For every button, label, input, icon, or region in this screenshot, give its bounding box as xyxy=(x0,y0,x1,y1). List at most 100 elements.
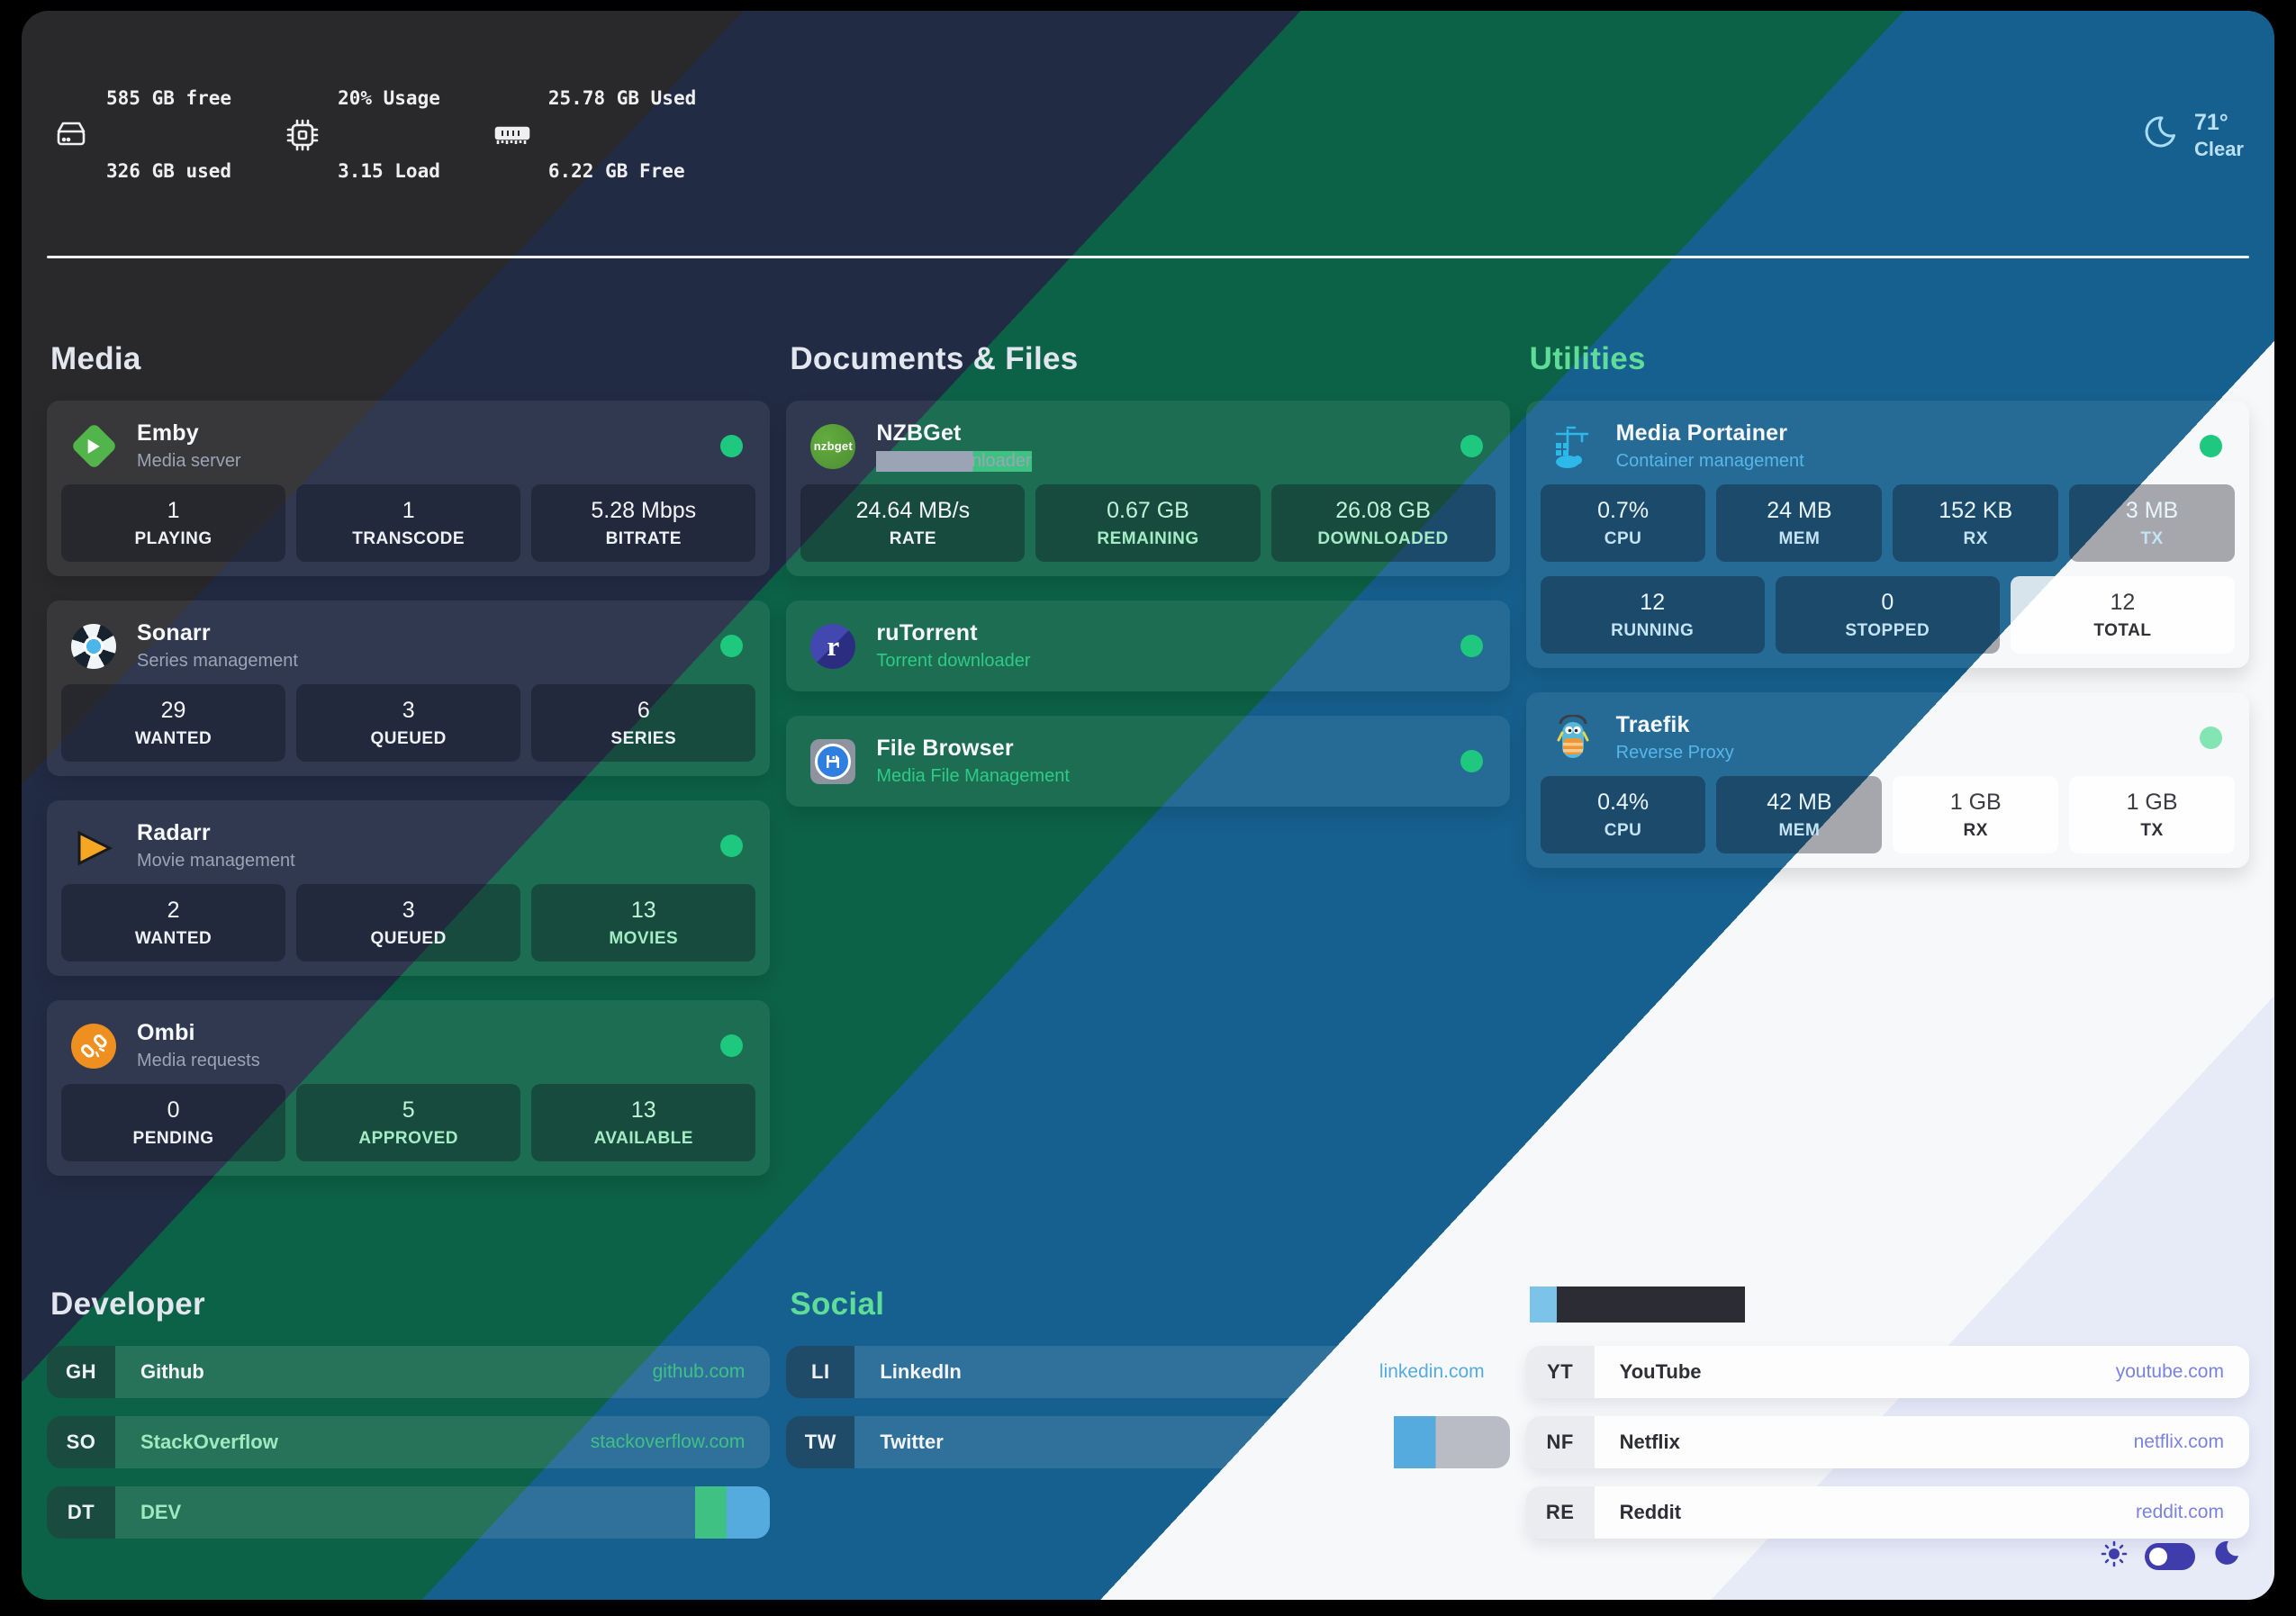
stat-tx: 3 MB TX xyxy=(2069,484,2235,562)
stat-mem: 42 MB MEM xyxy=(1716,776,1883,853)
app-name: Ombi xyxy=(137,1020,195,1045)
radarr-icon: ▶ xyxy=(77,826,109,866)
link-url: reddit.com xyxy=(2135,1502,2224,1522)
app-card-portainer[interactable]: Media Portainer Container management 0.7… xyxy=(1525,401,2249,668)
stat-cpu: 0.4% CPU xyxy=(1540,776,1706,853)
stat-queued: 3 QUEUED xyxy=(296,884,521,961)
emby-icon xyxy=(69,422,118,470)
link-url: twitter.com xyxy=(1394,1416,1510,1468)
stat-movies: 13 MOVIES xyxy=(531,884,756,961)
app-name: Traefik xyxy=(1615,712,1690,737)
link-label: Twitter xyxy=(880,1431,944,1453)
stat-stopped: 0 STOPPED xyxy=(1775,576,2000,654)
app-name: Media Portainer xyxy=(1615,420,1788,446)
app-desc: Series management xyxy=(137,651,298,671)
theme-switch[interactable] xyxy=(2145,1542,2195,1570)
app-desc: Media File Management xyxy=(876,766,1070,786)
status-online-dot xyxy=(1460,750,1483,772)
disk-used-text: 326 GB used xyxy=(106,160,232,182)
link-github[interactable]: GH Github github.com xyxy=(47,1346,771,1398)
section-documents-files: Documents & Files nzbget NZBGet Usenet d… xyxy=(786,341,1510,831)
stat-cpu: 0.7% CPU xyxy=(1540,484,1706,562)
status-online-dot xyxy=(2199,435,2222,457)
stat-approved: 5 APPROVED xyxy=(296,1084,521,1161)
memory-used-text: 25.78 GB Used xyxy=(547,87,697,109)
app-name: File Browser xyxy=(876,736,1014,761)
cpu-usage-text: 20% Usage xyxy=(338,87,440,109)
app-desc: Usenet downloader xyxy=(876,451,1032,472)
nzbget-logo-text: nzbget xyxy=(813,439,853,453)
app-card-nzbget[interactable]: nzbget NZBGet Usenet downloader 24.64 MB… xyxy=(786,401,1510,576)
app-card-rutorrent[interactable]: r ruTorrent Torrent downloader xyxy=(786,600,1510,691)
cpu-usage-stat: 20% Usage 3.15 Load xyxy=(284,38,440,232)
app-card-ombi[interactable]: Ombi Media requests 0 PENDING 5 APPROVED 1… xyxy=(47,1000,771,1176)
dev-badge: DT xyxy=(47,1486,115,1539)
status-online-dot xyxy=(1460,635,1483,657)
stat-rate: 24.64 MB/s RATE xyxy=(800,484,1026,562)
link-youtube[interactable]: YT YouTube youtube.com xyxy=(1525,1346,2249,1398)
reddit-badge: RE xyxy=(1525,1486,1595,1539)
disk-usage-stat: 585 GB free 326 GB used xyxy=(52,38,231,232)
link-netflix[interactable]: NF Netflix netflix.com xyxy=(1525,1416,2249,1468)
status-online-dot xyxy=(720,435,744,457)
section-utilities: Utilities xyxy=(1525,341,2249,892)
link-reddit[interactable]: RE Reddit reddit.com xyxy=(1525,1486,2249,1539)
nzbget-icon: nzbget xyxy=(809,423,856,470)
stat-bitrate: 5.28 Mbps BITRATE xyxy=(531,484,756,562)
link-label: YouTube xyxy=(1619,1360,1702,1383)
weather-temp: 71° xyxy=(2193,109,2228,135)
twitter-badge: TW xyxy=(786,1416,855,1468)
cpu-icon xyxy=(284,116,321,154)
link-label: LinkedIn xyxy=(880,1360,962,1383)
app-name: Radarr xyxy=(137,820,211,845)
link-dev-to[interactable]: DT DEV dev.to xyxy=(47,1486,771,1539)
app-desc: Container management xyxy=(1615,451,1804,471)
memory-free-text: 6.22 GB Free xyxy=(547,160,685,182)
rutorrent-icon: r xyxy=(809,623,856,670)
link-stackoverflow[interactable]: SO StackOverflow stackoverflow.com xyxy=(47,1416,771,1468)
app-card-radarr[interactable]: ▶ Radarr Movie management 2 WANTED 3 QUEUE… xyxy=(47,800,771,976)
status-online-dot xyxy=(2199,727,2222,749)
section-title: Documents & Files xyxy=(790,341,1079,376)
stat-wanted: 29 WANTED xyxy=(61,684,286,762)
weather-widget: 71° Clear xyxy=(2138,109,2244,162)
status-online-dot xyxy=(720,1034,744,1057)
stat-wanted: 2 WANTED xyxy=(61,884,286,961)
section-entertainment: Entertainment YT YouTube youtube.com NF … xyxy=(1525,1286,2249,1557)
stat-available: 13 AVAILABLE xyxy=(531,1084,756,1161)
link-label: Github xyxy=(140,1360,204,1383)
link-url: youtube.com xyxy=(2115,1361,2224,1382)
link-label: DEV xyxy=(140,1501,182,1523)
link-label: StackOverflow xyxy=(140,1431,278,1453)
stat-total: 12 TOTAL xyxy=(2010,576,2235,654)
section-social: Social LI LinkedIn linkedin.com TW Twitt… xyxy=(786,1286,1510,1486)
dashboard-canvas: 585 GB free 326 GB used 20% Usage 3.15 L… xyxy=(22,11,2274,1600)
link-url: dev.to xyxy=(694,1486,771,1539)
disk-free-text: 585 GB free xyxy=(106,87,232,109)
app-desc: Movie management xyxy=(137,851,295,871)
section-media: Media Emby Media server 1 PLAYING 1 TRANSC xyxy=(47,341,771,1200)
status-online-dot xyxy=(720,635,744,657)
app-card-emby[interactable]: Emby Media server 1 PLAYING 1 TRANSCODE 5.… xyxy=(47,401,771,576)
topbar-divider xyxy=(47,256,2249,258)
link-linkedin[interactable]: LI LinkedIn linkedin.com xyxy=(786,1346,1510,1398)
app-desc: Reverse Proxy xyxy=(1615,743,1734,763)
ram-icon xyxy=(493,116,532,154)
stat-mem: 24 MB MEM xyxy=(1716,484,1883,562)
rutorrent-logo-text: r xyxy=(827,630,840,662)
app-desc: Media requests xyxy=(137,1051,260,1070)
section-developer: Developer GH Github github.com SO StackO… xyxy=(47,1286,771,1557)
app-desc: Torrent downloader xyxy=(876,651,1031,671)
section-title: Utilities xyxy=(1529,341,1646,376)
netflix-badge: NF xyxy=(1525,1416,1595,1468)
link-twitter[interactable]: TW Twitter twitter.com xyxy=(786,1416,1510,1468)
app-card-traefik[interactable]: Traefik Reverse Proxy 0.4% CPU 42 MB MEM 1… xyxy=(1525,692,2249,868)
section-title: Entertainment xyxy=(1529,1286,1745,1323)
app-card-sonarr[interactable]: Sonarr Series management 29 WANTED 3 QUEUE… xyxy=(47,600,771,776)
youtube-badge: YT xyxy=(1525,1346,1595,1398)
app-card-file-browser[interactable]: File Browser Media File Management xyxy=(786,716,1510,807)
stat-queued: 3 QUEUED xyxy=(296,684,521,762)
theme-toggle-group xyxy=(2100,1539,2240,1573)
weather-condition: Clear xyxy=(2193,137,2244,160)
file-browser-icon xyxy=(809,738,856,785)
